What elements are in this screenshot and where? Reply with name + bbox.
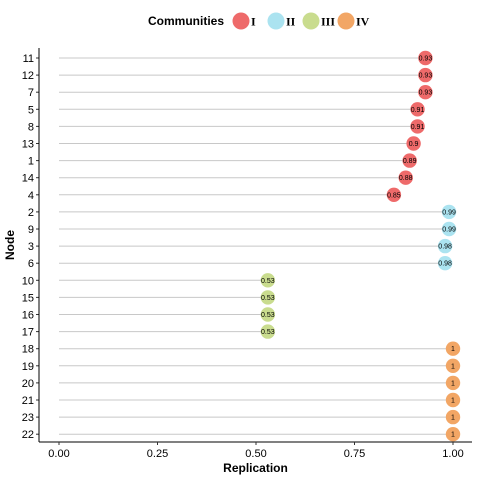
y-tick-label-15: 15 [22,292,34,304]
legend-key-II [267,12,285,30]
data-label-node-19: 1 [451,363,455,370]
point-node-14 [398,170,413,185]
y-tick-label-20: 20 [22,378,34,390]
y-tick-label-23: 23 [22,412,34,424]
point-node-20 [445,375,461,391]
legend-label-IV: IV [356,15,370,29]
legend-key-I [232,12,250,30]
data-label-node-14: 0.88 [399,175,413,182]
data-label-node-2: 0.99 [442,209,456,216]
data-label-node-13: 0.9 [409,141,419,148]
data-label-node-20: 1 [451,380,455,387]
y-tick-label-14: 14 [22,173,34,185]
x-tick-labels: 0.00 0.25 0.50 0.75 1.00 [48,448,463,460]
data-label-node-17: 0.53 [261,329,275,336]
y-tick-labels: 11 12 7 5 8 13 1 14 4 2 9 3 6 10 15 16 17 18 19 20 21 23 22 [22,53,34,441]
data-label-node-1: 0.89 [403,158,417,165]
x-tick-label-0: 0.00 [48,448,69,460]
y-tick-label-13: 13 [22,139,34,151]
y-tick-label-6: 6 [28,258,34,270]
point-node-17 [260,324,276,339]
data-points: 0.93 0.93 0.93 0.91 0.91 0.9 0.89 0.88 0.85 0.99 0… [260,50,461,442]
y-tick-label-7: 7 [28,87,34,99]
point-node-19 [445,358,461,373]
y-tick-label-1: 1 [28,156,34,168]
data-label-node-4: 0.85 [387,192,401,199]
y-tick-label-2: 2 [28,207,34,219]
y-tick-label-17: 17 [22,327,34,339]
point-node-15 [260,290,276,305]
point-node-1 [402,153,417,168]
point-node-10 [260,273,276,288]
y-tick-label-5: 5 [28,104,34,116]
y-axis-title: Node [3,230,17,260]
point-node-8 [410,119,425,134]
point-node-3 [437,238,453,254]
y-tick-label-12: 12 [22,70,34,82]
y-tick-label-16: 16 [22,310,34,322]
y-tick-label-3: 3 [28,241,34,253]
x-tick-label-1: 0.25 [147,448,168,460]
legend-key-IV [337,12,355,30]
legend-label-I: I [251,15,256,29]
data-label-node-6: 0.98 [438,261,452,268]
point-node-13 [406,136,421,151]
point-node-21 [445,392,461,408]
point-node-6 [437,256,453,271]
point-node-2 [441,204,457,220]
point-node-23 [445,409,461,425]
axes [36,48,472,445]
data-label-node-3: 0.98 [438,244,452,251]
data-label-node-22: 1 [451,432,455,439]
data-label-node-9: 0.99 [442,227,456,234]
data-label-node-7: 0.93 [419,90,433,97]
data-label-node-18: 1 [451,346,455,353]
legend-title: Communities [148,14,224,28]
point-node-5 [410,102,425,117]
y-tick-label-11: 11 [23,53,34,65]
legend: Communities I II III IV [148,12,370,30]
data-label-node-21: 1 [451,398,455,405]
data-label-node-8: 0.91 [411,124,425,131]
point-node-4 [386,187,402,202]
y-tick-label-4: 4 [28,190,34,202]
point-node-9 [441,221,457,237]
data-label-node-10: 0.53 [261,278,275,285]
point-node-12 [418,67,433,83]
data-label-node-23: 1 [451,415,455,422]
y-tick-label-8: 8 [28,121,34,133]
x-tick-label-3: 0.75 [344,448,365,460]
point-node-11 [418,50,433,66]
y-tick-label-10: 10 [22,275,34,287]
x-tick-label-4: 1.00 [442,448,463,460]
y-tick-label-21: 21 [22,395,34,407]
y-tick-label-22: 22 [22,429,34,441]
point-node-16 [260,307,276,322]
point-node-18 [445,341,461,356]
data-label-node-12: 0.93 [419,73,433,80]
x-axis-title: Replication [223,461,288,475]
data-label-node-5: 0.91 [411,107,425,114]
stems [59,57,453,435]
x-tick-label-2: 0.50 [245,448,266,460]
data-label-node-16: 0.53 [261,312,275,319]
point-node-7 [418,85,433,100]
data-label-node-15: 0.53 [261,295,275,302]
data-label-node-11: 0.93 [419,56,433,63]
legend-label-III: III [321,15,335,29]
point-node-22 [445,427,461,442]
legend-label-II: II [286,15,296,29]
legend-key-III [302,12,320,30]
y-tick-label-18: 18 [22,344,34,356]
y-tick-label-19: 19 [22,361,34,373]
y-tick-label-9: 9 [28,224,34,236]
